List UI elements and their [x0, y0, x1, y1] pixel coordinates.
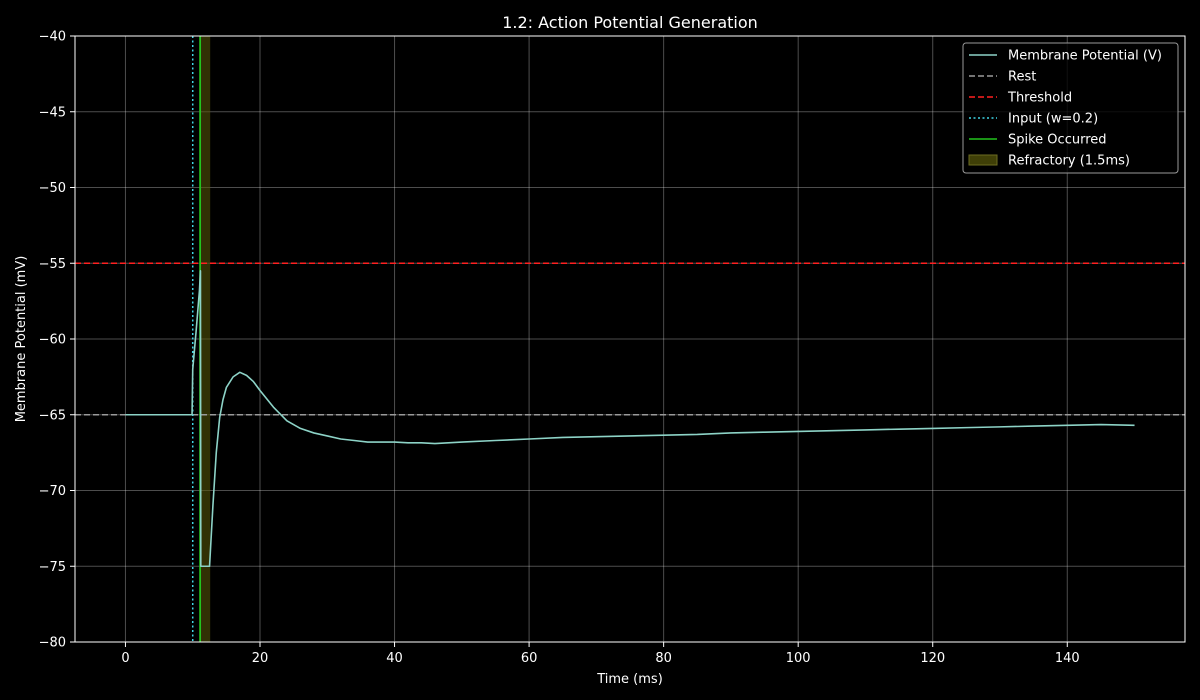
y-tick-label: −65 — [39, 408, 66, 423]
legend-label-spike: Spike Occurred — [1008, 133, 1107, 148]
legend-label-membrane: Membrane Potential (V) — [1008, 49, 1162, 64]
y-axis-label: Membrane Potential (mV) — [14, 256, 29, 423]
legend-swatch-refractory — [968, 154, 998, 166]
legend: Membrane Potential (V) Rest Threshold Input… — [962, 42, 1179, 174]
legend-label-refractory: Refractory (1.5ms) — [1008, 154, 1130, 169]
x-tick-label: 140 — [1055, 651, 1080, 666]
axis-ticks: 0 20 40 60 80 100 120 140 −80 −75 −70 −65 −60 −55 −50 −… — [39, 30, 1080, 667]
chart-title: 1.2: Action Potential Generation — [502, 13, 758, 32]
y-tick-label: −75 — [39, 560, 66, 575]
y-tick-label: −45 — [39, 105, 66, 120]
legend-box — [962, 42, 1179, 174]
membrane-potential-line — [125, 270, 1135, 568]
plot-area — [75, 36, 1185, 642]
x-tick-label: 120 — [920, 651, 945, 666]
y-tick-label: −40 — [39, 30, 66, 45]
y-tick-label: −55 — [39, 257, 66, 272]
x-tick-label: 20 — [252, 651, 269, 666]
y-tick-label: −50 — [39, 181, 66, 196]
x-tick-label: 60 — [521, 651, 538, 666]
legend-label-threshold: Threshold — [1007, 91, 1072, 106]
x-tick-label: 80 — [655, 651, 672, 666]
x-tick-label: 40 — [386, 651, 403, 666]
legend-label-rest: Rest — [1008, 70, 1036, 85]
y-tick-label: −60 — [39, 333, 66, 348]
x-tick-label: 0 — [121, 651, 129, 666]
refractory-band — [200, 36, 211, 642]
y-tick-label: −70 — [39, 484, 66, 499]
legend-label-input: Input (w=0.2) — [1008, 112, 1098, 127]
y-tick-label: −80 — [39, 636, 66, 651]
x-tick-label: 100 — [786, 651, 811, 666]
x-axis-label: Time (ms) — [596, 672, 663, 687]
